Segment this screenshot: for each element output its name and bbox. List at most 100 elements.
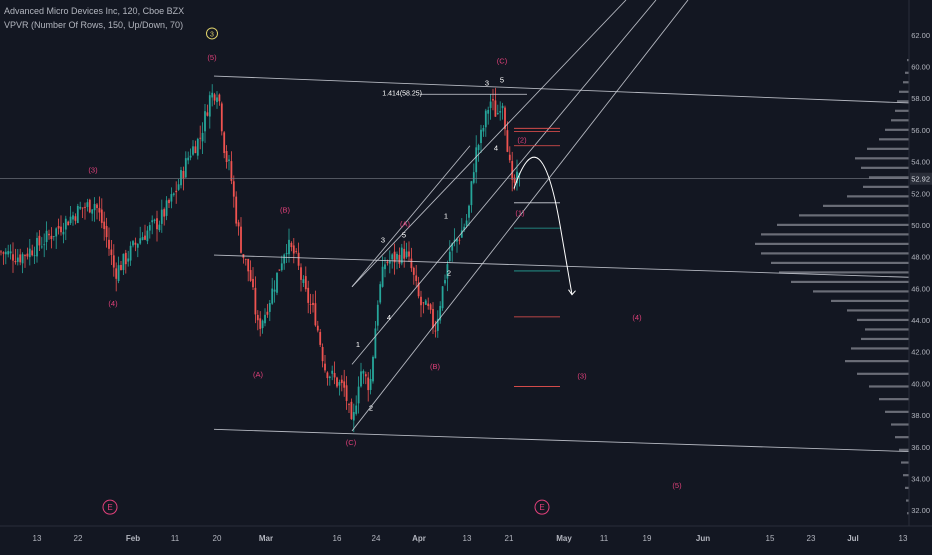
wave-label: (5) [207,53,217,62]
candle-body [367,377,370,391]
candle-body [43,244,46,246]
candle-body [62,231,65,235]
candle-body [376,304,379,326]
candle-body [55,228,58,237]
volume-profile-bar [897,100,909,103]
volume-profile-bar [845,360,909,363]
candle-body [117,265,120,281]
candle-body [412,267,415,275]
candle-body [175,190,178,193]
wave-label: (A) [400,220,411,229]
candle-body [278,269,281,271]
candle-body [172,193,175,195]
candle-body [400,247,403,264]
candle-body [336,377,338,387]
candle-body [388,260,391,264]
candle-body [496,113,499,115]
wave-label: (B) [280,205,291,214]
volume-profile-bar [863,185,909,188]
candle-body [465,220,468,226]
candle-body [451,243,454,251]
candle-body [264,314,266,324]
time-tick-label: 15 [766,534,775,543]
candle-body [4,251,7,255]
candle-body [396,253,398,260]
volume-profile-bar [799,214,909,217]
wave-label: 2 [369,403,373,412]
candle-body [309,304,312,305]
price-axis [909,0,932,526]
wave-circle [206,27,218,40]
candle-body [0,251,2,253]
candle-body [477,145,480,151]
candle-body [448,251,451,262]
trendline-channel-middle [351,0,657,365]
wave-label: (2) [517,136,527,145]
wave-label: (3) [88,166,98,175]
candle-body [158,224,161,231]
candle-body [235,196,238,224]
price-tick-label: 52.00 [911,189,930,198]
candle-body [504,107,506,130]
volume-profile-bar [857,372,909,375]
candle-body [463,226,466,231]
time-tick-label: Jun [696,534,710,543]
volume-profile-bar [879,138,909,141]
candle-body [439,305,442,321]
candle-body [350,401,353,420]
price-tick-label: 32.00 [911,506,930,515]
candle-body [276,272,278,293]
candle-body [168,199,170,204]
price-tick-label: 40.00 [911,379,930,388]
candle-body [151,220,154,223]
wave-label: 3 [485,79,489,88]
indicator-label[interactable]: VPVR (Number Of Rows, 150, Up/Down, 70) [4,20,184,30]
candle-body [340,379,343,383]
candle-body [328,376,331,379]
candle-body [410,258,413,269]
candle-body [482,127,485,132]
symbol-title[interactable]: Advanced Micro Devices Inc, 120, Cboe BZ… [4,6,185,16]
wave-label: 2 [447,269,451,278]
candle-body [355,405,358,414]
candle-body [379,284,382,303]
wave-labels [102,27,550,515]
candle-body [302,279,305,283]
trendline-channel-top-short [351,145,471,288]
candle-body [120,264,122,271]
time-tick-label: 19 [643,534,652,543]
candle-body [369,378,372,390]
candle-body [475,147,478,173]
wave-label: (4) [108,299,118,308]
volume-profile-bar [855,157,909,160]
trendline-channel-lower [351,0,689,432]
candle-body [129,245,132,261]
candle-body [290,242,293,248]
candle-body [324,363,326,371]
candle-body [112,255,115,268]
candle-body [434,330,437,332]
candle-body [427,303,430,306]
volume-profile-bar [771,261,909,264]
wave-label: E [107,503,112,512]
trendline-middle-descending [213,254,909,278]
candle-body [88,199,91,213]
candle-body [223,132,226,154]
candle-body [319,332,322,345]
candle-body [266,311,269,315]
volume-profile-bar [899,90,909,93]
chart-legend: Advanced Micro Devices Inc, 120, Cboe BZ… [4,4,184,32]
candle-body [480,129,482,144]
candle-body [441,286,444,309]
volume-profile-bar [885,128,909,131]
candle-body [240,226,242,253]
candle-body [36,237,38,257]
candle-body [360,371,362,387]
candle-body [60,226,62,233]
candle-body [444,280,446,284]
candle-body [472,172,475,183]
time-tick-label: Apr [412,534,426,543]
candle-body [300,267,302,280]
